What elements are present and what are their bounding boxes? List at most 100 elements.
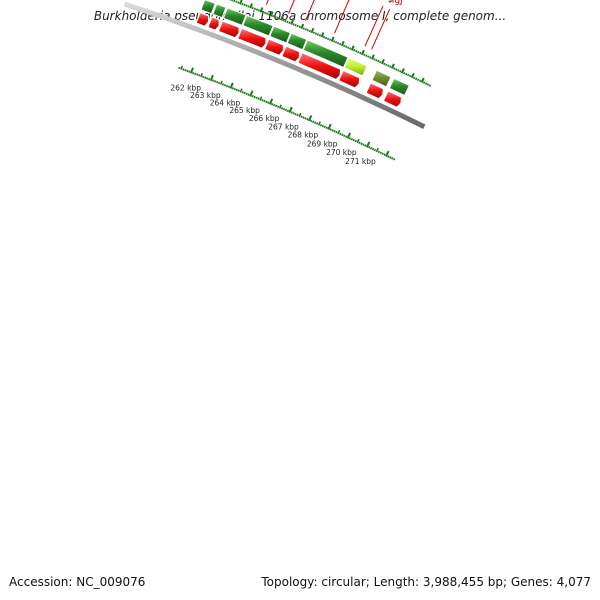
- scale-tick: [255, 96, 258, 100]
- scale-tick: [346, 132, 352, 139]
- outer-tick: [278, 17, 281, 20]
- gene-callout-line: [364, 5, 384, 47]
- scale-tick: [381, 152, 384, 155]
- scale-tick: [317, 121, 321, 126]
- scale-tick: [360, 142, 363, 145]
- outer-tick: [383, 62, 386, 66]
- gene-block: [371, 69, 392, 88]
- kbp-label: 267 kbp: [268, 122, 299, 131]
- scale-tick: [290, 111, 293, 114]
- outer-tick: [389, 65, 392, 68]
- outer-tick: [259, 7, 264, 13]
- cds-arrow: [195, 12, 210, 27]
- cds-arrow: [297, 52, 342, 81]
- outer-tick: [350, 45, 355, 51]
- scale-tick: [282, 107, 286, 111]
- scale-tick: [239, 88, 243, 93]
- scale-tick: [362, 143, 365, 146]
- outer-tick: [257, 9, 260, 12]
- scale-tick: [229, 82, 234, 89]
- outer-tick: [385, 63, 388, 67]
- outer-tick: [416, 78, 420, 82]
- cds-arrow: [217, 20, 240, 39]
- scale-tick: [245, 92, 248, 96]
- gene-label-flgJ: flgJ: [389, 0, 403, 6]
- outer-tick: [375, 58, 378, 62]
- outer-tick: [418, 79, 422, 82]
- outer-tick: [328, 38, 332, 41]
- scale-tick: [267, 101, 270, 104]
- outer-tick: [290, 19, 294, 25]
- scale-tick: [329, 128, 332, 131]
- backbone-ring: [123, 1, 426, 129]
- outer-tick: [400, 68, 405, 74]
- scale-tick: [333, 130, 336, 133]
- outer-tick: [267, 13, 271, 16]
- scale-tick: [371, 147, 375, 151]
- scale-tick: [280, 107, 284, 110]
- gene-callout-line: [334, 0, 350, 34]
- outer-tick-track: [228, 0, 432, 87]
- scale-tick: [202, 75, 205, 79]
- gene-block: [388, 77, 410, 97]
- outer-tick: [298, 25, 301, 29]
- outer-tick: [249, 3, 254, 9]
- outer-tick: [269, 11, 274, 17]
- outer-tick: [420, 77, 425, 84]
- scale-tick: [184, 68, 187, 72]
- outer-tick: [414, 77, 418, 81]
- outer-tick: [343, 44, 346, 48]
- scale-tick: [206, 77, 209, 80]
- scale-tick: [319, 123, 323, 127]
- scale-tick: [225, 84, 229, 88]
- cds-arrow: [382, 90, 403, 108]
- outer-tick: [363, 53, 366, 56]
- gene-track: [200, 0, 410, 97]
- scale-tick: [379, 151, 382, 155]
- outer-tick: [310, 27, 315, 34]
- outer-tick: [349, 47, 352, 50]
- scale-tick: [271, 103, 274, 106]
- scale-tick: [356, 138, 360, 144]
- outer-tick: [318, 34, 322, 37]
- outer-tick: [345, 45, 348, 48]
- outer-tick: [280, 15, 284, 21]
- scale-tick: [354, 139, 357, 143]
- scale-tick: [385, 150, 390, 157]
- scale-tick: [331, 129, 334, 132]
- cds-arrow: [263, 38, 284, 56]
- scale-tick: [259, 96, 263, 101]
- kbp-label: 265 kbp: [229, 106, 260, 115]
- outer-tick: [332, 40, 336, 43]
- scale-tick: [348, 137, 352, 140]
- outer-tick: [322, 35, 326, 39]
- outer-tick: [410, 72, 415, 79]
- outer-tick: [306, 29, 309, 32]
- gene-callout-line: [371, 8, 391, 50]
- outer-tick: [292, 23, 295, 26]
- scale-tick: [194, 72, 197, 76]
- scale-tick: [219, 80, 223, 85]
- outer-tick: [261, 10, 265, 14]
- outer-tick: [347, 46, 350, 49]
- scale-tick: [227, 85, 231, 88]
- outer-tick: [390, 63, 395, 69]
- scale-tick: [358, 141, 361, 145]
- scale-tick: [268, 98, 274, 105]
- outer-tick: [393, 67, 396, 70]
- scale-tick: [278, 104, 282, 109]
- scale-tick: [192, 71, 195, 75]
- scale-tick: [307, 115, 313, 122]
- gene-block: [242, 14, 274, 37]
- map-title: Burkholderia pseudomallei 1106a chromoso…: [93, 9, 507, 23]
- scale-tick: [251, 94, 254, 98]
- scale-tick: [369, 146, 373, 150]
- gene-callout-line: [305, 0, 315, 21]
- outer-tick: [272, 14, 275, 18]
- scale-tick: [200, 73, 204, 78]
- outer-tick: [276, 16, 279, 19]
- scale-tick: [284, 108, 288, 112]
- kbp-label: 269 kbp: [307, 139, 338, 148]
- outer-tick: [326, 37, 330, 41]
- outer-tick: [360, 49, 365, 56]
